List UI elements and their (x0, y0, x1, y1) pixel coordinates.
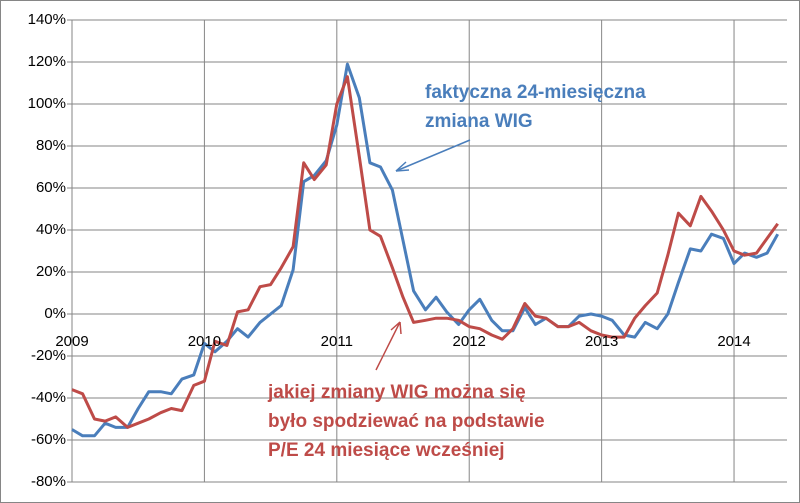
y-tick-label: 20% (36, 263, 66, 280)
annotation-arrow (395, 139, 471, 172)
y-tick-label: 140% (28, 11, 66, 28)
annotation-arrow-head (390, 321, 402, 335)
x-tick-label: 2013 (585, 333, 618, 350)
y-tick-label: 120% (28, 53, 66, 70)
y-tick-label: 100% (28, 95, 66, 112)
y-tick-label: 60% (36, 179, 66, 196)
annotation: P/E 24 miesiące wcześniej (268, 440, 505, 461)
x-tick-label: 2010 (188, 333, 221, 350)
y-tick-label: 0% (44, 305, 66, 322)
annotation-arrow-head (395, 161, 410, 172)
y-tick-label: 80% (36, 137, 66, 154)
y-tick-label: 40% (36, 221, 66, 238)
y-tick-label: -60% (31, 431, 66, 448)
line-series (71, 75, 779, 429)
annotation: zmiana WIG (425, 111, 533, 132)
x-tick-label: 2009 (55, 333, 88, 350)
x-tick-label: 2012 (453, 333, 486, 350)
y-tick-label: -40% (31, 389, 66, 406)
line-series (71, 62, 780, 438)
x-tick-label: 2014 (717, 333, 750, 350)
annotation: jakiej zmiany WIG można się (267, 382, 526, 403)
x-tick-label: 2011 (321, 333, 353, 350)
y-tick-label: -20% (31, 347, 66, 364)
y-tick-label: -80% (31, 473, 66, 490)
annotation-arrow (375, 321, 401, 371)
annotation: było spodziewać na podstawie (268, 411, 545, 432)
annotation: faktyczna 24-miesięczna (425, 82, 646, 103)
